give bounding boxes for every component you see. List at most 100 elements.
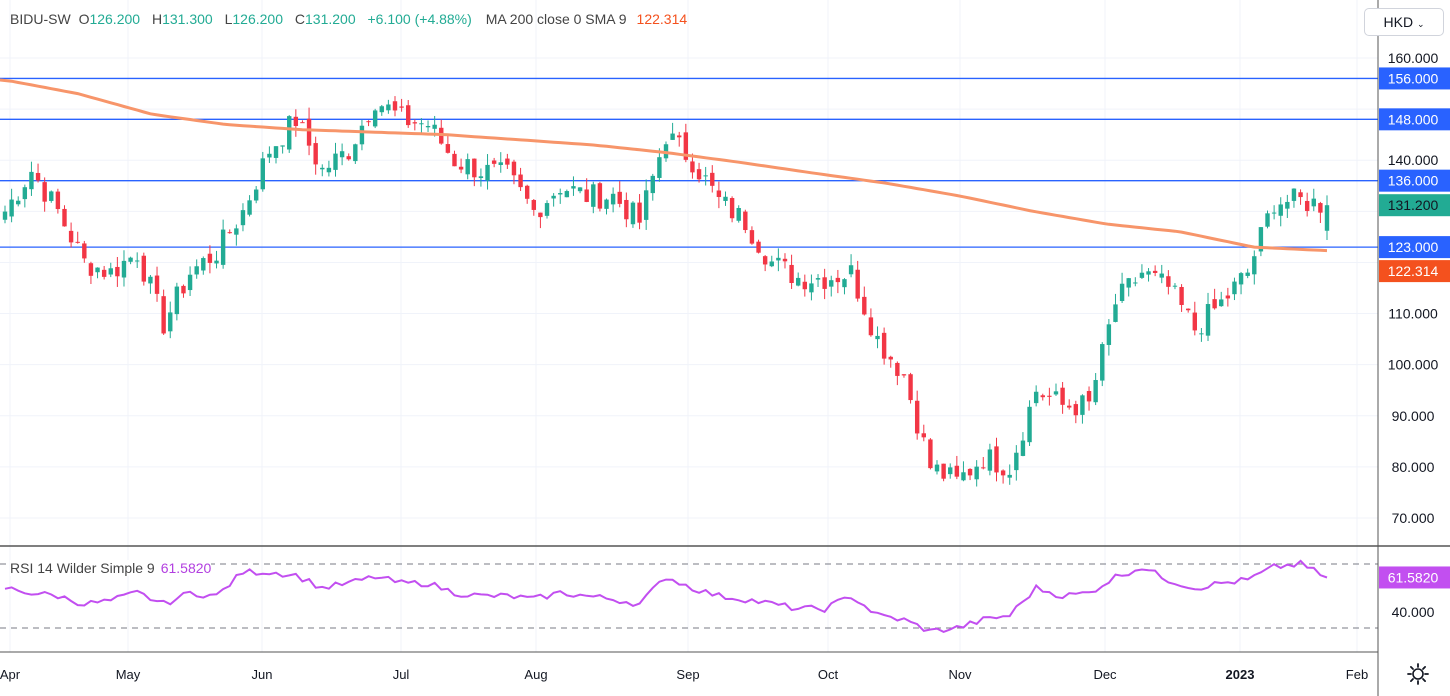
- candle: [419, 118, 424, 134]
- close-value: 131.200: [305, 11, 356, 27]
- candle-body: [128, 257, 133, 262]
- candle: [776, 248, 781, 272]
- candle: [22, 184, 28, 208]
- candle-body: [511, 161, 517, 176]
- symbol-name[interactable]: BIDU-SW: [10, 11, 71, 27]
- candle-body: [49, 191, 54, 201]
- candle-body: [1304, 200, 1310, 211]
- candle: [287, 115, 292, 153]
- candle: [809, 274, 814, 301]
- candle-body: [630, 202, 636, 225]
- candle-body: [967, 468, 973, 476]
- candle-body: [485, 164, 490, 181]
- candle: [842, 278, 847, 295]
- ma-price-tag: 122.314: [1388, 263, 1439, 279]
- time-axis[interactable]: Apr May Jun Jul Aug Sep Oct Nov Dec 2023 Feb: [0, 667, 1368, 682]
- candle: [1245, 268, 1250, 279]
- candle: [1238, 271, 1244, 295]
- candle-body: [1139, 272, 1145, 278]
- candle: [1166, 270, 1171, 295]
- candle-body: [68, 230, 74, 243]
- price-tick-label: 140.000: [1388, 152, 1439, 168]
- candle-body: [1172, 285, 1178, 287]
- candle: [815, 274, 821, 288]
- candle: [703, 166, 708, 186]
- candle: [386, 99, 391, 114]
- candle: [148, 274, 153, 294]
- candle-body: [406, 105, 411, 126]
- candle: [908, 372, 913, 404]
- candle-body: [201, 258, 206, 271]
- candle: [1007, 464, 1012, 485]
- candle: [498, 152, 503, 173]
- candle: [35, 163, 41, 183]
- candle: [353, 143, 358, 164]
- candle: [981, 457, 986, 470]
- candle: [756, 239, 761, 254]
- candle: [485, 154, 490, 190]
- open-value: 126.200: [89, 11, 141, 27]
- currency-label: HKD: [1383, 14, 1414, 30]
- candle: [1159, 264, 1164, 284]
- candle-body: [1106, 324, 1112, 345]
- candle: [194, 259, 199, 279]
- candle-body: [994, 446, 999, 473]
- candle-body: [723, 196, 728, 201]
- candle-body: [643, 190, 649, 220]
- candle: [1073, 400, 1079, 424]
- candle: [82, 240, 87, 263]
- rsi-label[interactable]: RSI 14 Wilder Simple 9: [10, 560, 155, 576]
- candle-body: [161, 296, 166, 334]
- settings-gear-icon[interactable]: [1406, 662, 1430, 686]
- candle-body: [948, 467, 953, 475]
- price-tick-label: 70.000: [1392, 510, 1435, 526]
- candle: [346, 153, 351, 161]
- candle: [987, 443, 993, 476]
- candle-body: [934, 464, 940, 472]
- candle: [49, 190, 54, 203]
- candle: [762, 255, 768, 272]
- candle: [1060, 382, 1065, 414]
- candle-body: [829, 280, 834, 287]
- candle-body: [1298, 192, 1303, 198]
- currency-select[interactable]: HKD ⌄: [1364, 8, 1444, 36]
- candle-body: [1020, 440, 1026, 456]
- symbol-legend: BIDU-SW O126.200 H131.300 L126.200 C131.…: [10, 11, 691, 27]
- candle-body: [412, 122, 418, 124]
- candle: [624, 192, 629, 228]
- candle-body: [657, 157, 662, 178]
- candle: [108, 262, 113, 278]
- hline-price-tag-bg: [1379, 67, 1450, 90]
- candle-body: [1119, 283, 1125, 301]
- candle-body: [326, 167, 332, 173]
- candle: [234, 224, 239, 246]
- candle: [1093, 373, 1098, 406]
- candle: [161, 289, 166, 335]
- candle-body: [974, 466, 979, 480]
- last-price-tag-bg: [1379, 194, 1450, 217]
- candle: [538, 212, 543, 229]
- candle-body: [571, 186, 576, 189]
- hline-price-tag-bg: [1379, 169, 1450, 192]
- candle: [511, 159, 517, 185]
- ma-label[interactable]: MA 200 close 0 SMA 9: [485, 11, 627, 27]
- candle: [524, 184, 530, 204]
- candle: [895, 361, 900, 386]
- candle-body: [1245, 272, 1250, 276]
- candle: [333, 142, 338, 177]
- candle: [220, 219, 226, 269]
- candle-body: [280, 145, 285, 147]
- candle: [617, 181, 622, 208]
- candle: [505, 153, 510, 169]
- candles: [2, 96, 1330, 487]
- price-axis[interactable]: 160.000 140.000 110.000 100.000 90.000 80.000…: [1379, 50, 1450, 620]
- candle-body: [584, 189, 589, 202]
- time-label: Apr: [0, 667, 21, 682]
- candle-body: [921, 433, 926, 438]
- candle-body: [1040, 395, 1045, 398]
- low-label: L: [224, 11, 233, 27]
- candle-body: [670, 133, 675, 140]
- candle-body: [809, 283, 814, 293]
- candle-body: [789, 264, 794, 283]
